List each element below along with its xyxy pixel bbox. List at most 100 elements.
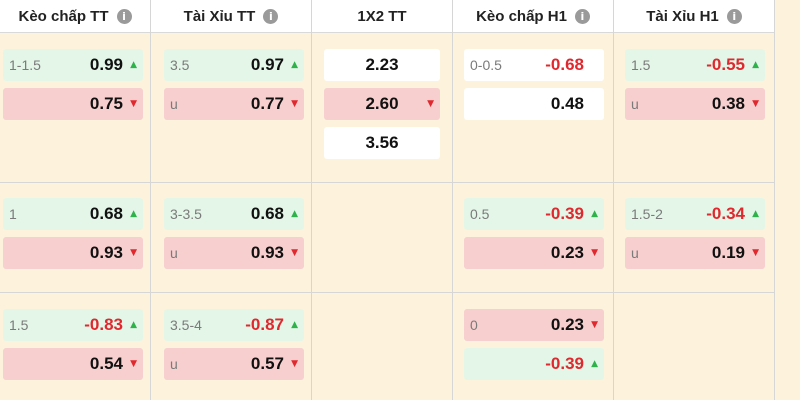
total-line: 1.5-2 (631, 206, 663, 222)
under-label: u (631, 96, 639, 112)
odds-value: -0.87 (245, 315, 284, 334)
arrow-up-icon: ▲ (130, 319, 137, 330)
arrow-up-icon: ▲ (291, 319, 298, 330)
odds-value: 0.57 (250, 354, 284, 373)
odds-value: 0.68 (250, 204, 284, 223)
total-line: 3.5-4 (170, 317, 202, 333)
odds-cell-tx-tt-under[interactable]: u 0.57 ▼ (164, 348, 304, 380)
under-label: u (170, 96, 178, 112)
column-divider (311, 0, 312, 400)
odds-value: -0.55 (706, 55, 745, 74)
odds-cell-tx-tt-over[interactable]: 3.5 0.97 ▲ (164, 49, 304, 81)
odds-value: 0.77 (250, 94, 284, 113)
arrow-up-icon: ▲ (291, 59, 298, 70)
odds-value: -0.34 (706, 204, 745, 223)
info-icon[interactable]: i (116, 8, 132, 24)
arrow-down-icon: ▼ (291, 358, 298, 369)
odds-cell-tx-h1-under[interactable]: u 0.38 ▼ (625, 88, 765, 120)
header-label: Tài Xỉu TT (183, 7, 256, 25)
handicap-line: 0.5 (470, 206, 490, 222)
total-line: 1.5 (631, 57, 651, 73)
handicap-line: 1-1.5 (9, 57, 41, 73)
handicap-line: 1 (9, 206, 17, 222)
header-tai-xiu-tt: Tài Xỉu TT i (151, 0, 311, 32)
handicap-line: 0-0.5 (470, 57, 502, 73)
info-icon[interactable]: i (263, 8, 279, 24)
odds-value: 0.23 (550, 243, 584, 262)
odds-value: 0.19 (711, 243, 745, 262)
odds-cell-keo-h1-away[interactable]: 0.23 ▼ (464, 237, 604, 269)
odds-value: 0.54 (89, 354, 123, 373)
arrow-down-icon: ▼ (130, 358, 137, 369)
odds-value: 0.48 (550, 94, 584, 113)
odds-value: -0.39 (545, 204, 584, 223)
arrow-down-icon: ▼ (591, 247, 598, 258)
odds-value: 0.97 (250, 55, 284, 74)
arrow-down-icon: ▼ (752, 98, 759, 109)
header-label: 1X2 TT (357, 7, 407, 25)
odds-cell-keo-h1-away[interactable]: 0.48 (464, 88, 604, 120)
arrow-up-icon: ▲ (291, 208, 298, 219)
handicap-line: 1.5 (9, 317, 29, 333)
odds-cell-keo-tt-home[interactable]: 1 0.68 ▲ (3, 198, 143, 230)
info-icon[interactable]: i (574, 8, 590, 24)
header-keo-chap-h1: Kèo chấp H1 i (453, 0, 613, 32)
column-divider (452, 0, 453, 400)
odds-cell-keo-tt-away[interactable]: 0.75 ▼ (3, 88, 143, 120)
odds-cell-tx-h1-under[interactable]: u 0.19 ▼ (625, 237, 765, 269)
odds-cell-keo-h1-home[interactable]: 0 0.23 ▼ (464, 309, 604, 341)
odds-table-header: Kèo chấp TT i Tài Xỉu TT i 1X2 TT Kèo ch… (0, 0, 775, 33)
odds-cell-keo-tt-away[interactable]: 0.93 ▼ (3, 237, 143, 269)
odds-cell-keo-tt-home[interactable]: 1-1.5 0.99 ▲ (3, 49, 143, 81)
odds-value: 0.93 (89, 243, 123, 262)
odds-value: 0.23 (550, 315, 584, 334)
odds-cell-tx-tt-under[interactable]: u 0.93 ▼ (164, 237, 304, 269)
odds-cell-tx-h1-over[interactable]: 1.5 -0.55 ▲ (625, 49, 765, 81)
odds-cell-keo-tt-away[interactable]: 0.54 ▼ (3, 348, 143, 380)
header-label: Kèo chấp H1 (476, 7, 567, 25)
odds-value: -0.83 (84, 315, 123, 334)
handicap-line: 0 (470, 317, 478, 333)
header-label: Tài Xỉu H1 (646, 7, 719, 25)
arrow-down-icon: ▼ (427, 98, 434, 109)
header-tai-xiu-h1: Tài Xỉu H1 i (614, 0, 774, 32)
odds-cell-keo-h1-away[interactable]: -0.39 ▲ (464, 348, 604, 380)
arrow-down-icon: ▼ (591, 319, 598, 330)
arrow-down-icon: ▼ (752, 247, 759, 258)
odds-value: 0.75 (89, 94, 123, 113)
arrow-down-icon: ▼ (130, 247, 137, 258)
total-line: 3-3.5 (170, 206, 202, 222)
odds-cell-tx-tt-under[interactable]: u 0.77 ▼ (164, 88, 304, 120)
arrow-up-icon: ▲ (130, 208, 137, 219)
row-divider (0, 182, 775, 183)
info-icon[interactable]: i (726, 8, 742, 24)
odds-cell-keo-h1-home[interactable]: 0-0.5 -0.68 (464, 49, 604, 81)
odds-cell-1x2-home[interactable]: 2.23 (324, 49, 440, 81)
odds-cell-keo-tt-home[interactable]: 1.5 -0.83 ▲ (3, 309, 143, 341)
odds-value: 0.93 (250, 243, 284, 262)
odds-value: 2.23 (365, 55, 399, 74)
header-1x2-tt: 1X2 TT (312, 0, 452, 32)
odds-cell-1x2-away[interactable]: 3.56 (324, 127, 440, 159)
arrow-up-icon: ▲ (130, 59, 137, 70)
header-keo-chap-tt: Kèo chấp TT i (0, 0, 150, 32)
arrow-up-icon: ▲ (752, 59, 759, 70)
arrow-down-icon: ▼ (130, 98, 137, 109)
under-label: u (170, 245, 178, 261)
under-label: u (631, 245, 639, 261)
odds-cell-tx-h1-over[interactable]: 1.5-2 -0.34 ▲ (625, 198, 765, 230)
arrow-down-icon: ▼ (291, 247, 298, 258)
total-line: 3.5 (170, 57, 190, 73)
header-label: Kèo chấp TT (18, 7, 109, 25)
odds-value: -0.39 (545, 354, 584, 373)
odds-cell-tx-tt-over[interactable]: 3-3.5 0.68 ▲ (164, 198, 304, 230)
odds-value: 0.99 (89, 55, 123, 74)
odds-value: 2.60 (365, 94, 399, 113)
arrow-up-icon: ▲ (591, 358, 598, 369)
odds-value: -0.68 (545, 55, 584, 74)
odds-cell-1x2-draw[interactable]: 2.60 ▼ (324, 88, 440, 120)
odds-cell-tx-tt-over[interactable]: 3.5-4 -0.87 ▲ (164, 309, 304, 341)
column-divider (150, 0, 151, 400)
under-label: u (170, 356, 178, 372)
odds-cell-keo-h1-home[interactable]: 0.5 -0.39 ▲ (464, 198, 604, 230)
